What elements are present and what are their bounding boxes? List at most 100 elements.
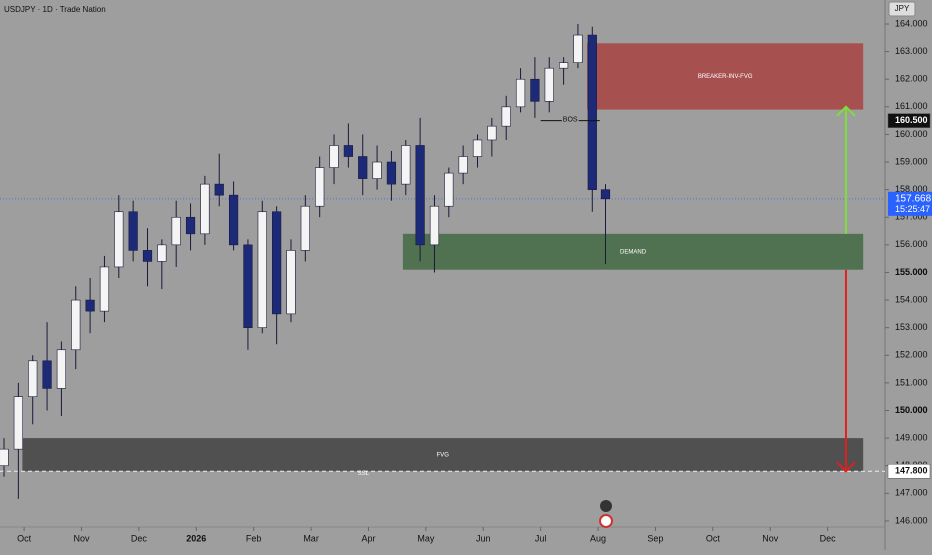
candle-body: [142, 250, 153, 262]
candle-body: [401, 145, 411, 185]
candle-body: [243, 244, 253, 328]
candle-body: [286, 250, 296, 315]
y-tick-label: 150.000: [895, 405, 928, 415]
candle-body: [573, 34, 583, 63]
y-tick-label: 146.000: [895, 515, 928, 525]
candle: [429, 195, 440, 273]
y-tick-label: 160.000: [895, 129, 928, 139]
candle-body: [42, 360, 52, 389]
candle-body: [487, 125, 497, 141]
x-tick-label: Sep: [647, 533, 663, 543]
y-tick-label: 156.000: [895, 239, 928, 249]
x-tick-label: Dec: [820, 533, 837, 543]
candle: [214, 153, 224, 207]
event-icon[interactable]: [599, 514, 613, 528]
candle: [444, 167, 454, 218]
candle-body: [300, 205, 310, 251]
candle-body: [458, 156, 468, 174]
candle-body: [472, 139, 483, 157]
price-label: 150.000: [895, 405, 928, 415]
candle: [142, 228, 153, 287]
candle-body: [544, 67, 554, 102]
zone: [402, 233, 864, 270]
y-tick-label: 147.000: [895, 488, 928, 498]
candle-body: [214, 183, 224, 196]
candle: [587, 26, 597, 212]
candle: [343, 123, 353, 168]
candle: [600, 184, 611, 265]
candle: [487, 117, 497, 157]
x-tick-label: Jul: [535, 533, 547, 543]
candle-body: [28, 360, 38, 397]
candle: [573, 24, 583, 69]
y-tick-label: 151.000: [895, 377, 928, 387]
candle-body: [56, 349, 67, 389]
candle: [71, 286, 81, 370]
candle: [515, 68, 526, 113]
candle-body: [99, 266, 110, 312]
countdown: 15:25:47: [895, 204, 930, 214]
y-tick-label: 159.000: [895, 156, 928, 166]
candle: [300, 195, 310, 262]
currency: JPY: [895, 4, 910, 13]
candle: [42, 322, 52, 411]
x-tick-label: Oct: [17, 533, 32, 543]
candle-body: [343, 145, 353, 157]
candle-body: [600, 189, 611, 200]
candle-body: [386, 161, 397, 185]
y-tick-label: 163.000: [895, 46, 928, 56]
candle-body: [315, 167, 325, 207]
candle-body: [587, 34, 597, 190]
price-label-box: [887, 113, 931, 128]
x-tick-label: Oct: [706, 533, 721, 543]
candle: [56, 341, 67, 417]
candle-body: [185, 216, 196, 235]
candle: [228, 181, 239, 251]
candle-body: [272, 211, 282, 315]
x-tick-label: Aug: [590, 533, 606, 543]
candle: [315, 156, 325, 218]
candle-body: [372, 161, 382, 179]
y-tick-label: 164.000: [895, 18, 928, 28]
candle: [114, 195, 124, 278]
ssl-label: SSL: [358, 471, 370, 477]
zone-label: BREAKER-INV-FVG: [698, 74, 753, 80]
candle: [386, 151, 397, 201]
candle: [171, 200, 181, 267]
candle: [243, 239, 253, 350]
candle: [28, 355, 38, 425]
candle: [544, 57, 554, 113]
zone-label: DEMAND: [620, 249, 647, 255]
x-tick-label: Nov: [73, 533, 90, 543]
candle: [13, 382, 23, 499]
candle-body: [415, 145, 425, 246]
y-tick-label: 152.000: [895, 350, 928, 360]
candle: [200, 175, 210, 245]
chart-title: USDJPY · 1D · Trade Nation: [4, 5, 106, 14]
candle: [99, 255, 110, 323]
arrow-head: [836, 461, 856, 473]
y-tick-label: 155.000: [895, 267, 928, 277]
x-tick-label: Nov: [762, 533, 779, 543]
candle: [358, 134, 368, 196]
candle-body: [228, 194, 239, 246]
candle: [372, 145, 382, 190]
candle-body: [515, 78, 526, 108]
candle-body: [429, 205, 440, 246]
candle: [157, 239, 167, 290]
candle-body: [171, 216, 181, 246]
candle-body: [85, 299, 95, 312]
y-tick-label: 162.000: [895, 74, 928, 84]
candle: [272, 206, 282, 345]
x-tick-label: Feb: [246, 533, 262, 543]
candle: [530, 57, 540, 118]
y-tick-label: 154.000: [895, 294, 928, 304]
candle-body: [128, 211, 138, 251]
x-tick-label: 2026: [186, 533, 206, 543]
event-icon[interactable]: [600, 500, 612, 512]
zone: [587, 43, 864, 110]
currency-box: [888, 1, 916, 17]
last-price-label: 157.668: [895, 193, 932, 204]
price-label-box: [887, 463, 931, 479]
